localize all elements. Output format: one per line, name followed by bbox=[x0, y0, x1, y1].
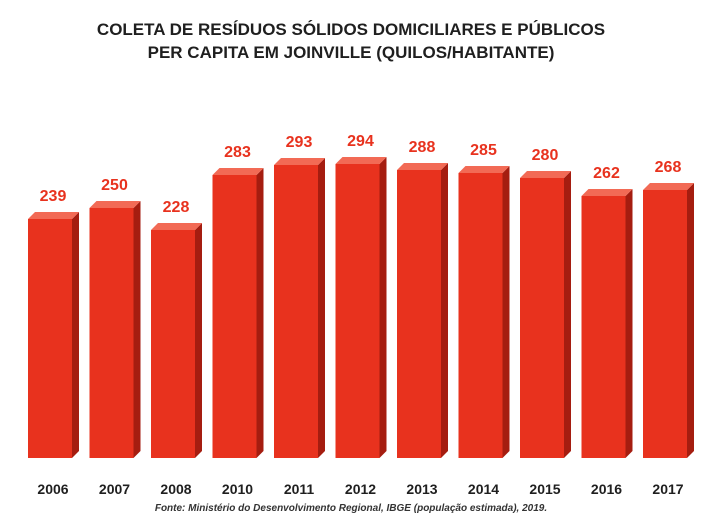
bar-side bbox=[687, 183, 694, 458]
bar-side bbox=[502, 166, 510, 458]
bar bbox=[458, 173, 503, 458]
bar-top bbox=[335, 157, 387, 164]
bar-side bbox=[318, 158, 325, 458]
value-label: 280 bbox=[532, 147, 559, 164]
bar-top bbox=[397, 163, 448, 170]
bar-side bbox=[625, 189, 633, 458]
category-label: 2007 bbox=[99, 481, 130, 497]
value-label: 283 bbox=[224, 144, 251, 161]
value-label: 262 bbox=[593, 165, 620, 182]
category-label: 2013 bbox=[406, 481, 437, 497]
value-label: 293 bbox=[286, 134, 313, 151]
bar bbox=[581, 196, 626, 458]
bar bbox=[397, 170, 441, 458]
bar-side bbox=[72, 212, 79, 458]
bar-top bbox=[520, 171, 571, 178]
category-label: 2015 bbox=[529, 481, 560, 497]
bar-side bbox=[379, 157, 387, 458]
category-label: 2011 bbox=[284, 481, 315, 497]
bar-top bbox=[28, 212, 79, 219]
bar-top bbox=[274, 158, 325, 165]
chart-title-line1: COLETA DE RESÍDUOS SÓLIDOS DOMICILIARES … bbox=[96, 20, 606, 39]
value-label: 285 bbox=[470, 142, 497, 159]
value-label: 268 bbox=[655, 159, 682, 176]
bar bbox=[520, 178, 564, 458]
source-note: Fonte: Ministério do Desenvolvimento Reg… bbox=[154, 503, 548, 514]
category-label: 2006 bbox=[37, 481, 68, 497]
bar bbox=[274, 165, 318, 458]
bar bbox=[28, 219, 72, 458]
category-label: 2014 bbox=[468, 481, 499, 497]
bar-top bbox=[212, 168, 264, 175]
value-label: 294 bbox=[347, 133, 374, 150]
category-label: 2016 bbox=[591, 481, 622, 497]
bar-side bbox=[256, 168, 264, 458]
bar bbox=[643, 190, 687, 458]
bar-side bbox=[441, 163, 448, 458]
bar-top bbox=[458, 166, 510, 173]
chart-subtitle: PER CAPITA EM JOINVILLE (QUILOS/HABITANT… bbox=[147, 43, 555, 62]
category-label: 2012 bbox=[345, 481, 376, 497]
chart-title: COLETA DE RESÍDUOS SÓLIDOS DOMICILIARES … bbox=[0, 18, 702, 64]
bar bbox=[212, 175, 257, 458]
category-label: 2017 bbox=[652, 481, 683, 497]
value-label: 288 bbox=[409, 139, 436, 156]
bar-side bbox=[133, 201, 141, 458]
bar-top bbox=[151, 223, 202, 230]
value-label: 228 bbox=[163, 199, 190, 216]
category-label: 2008 bbox=[160, 481, 191, 497]
category-label: 2010 bbox=[222, 481, 253, 497]
value-label: 239 bbox=[40, 188, 67, 205]
bar-side bbox=[195, 223, 202, 458]
bar-top bbox=[643, 183, 694, 190]
bar-top bbox=[89, 201, 141, 208]
bar bbox=[89, 208, 134, 458]
value-label: 250 bbox=[101, 177, 128, 194]
bar-side bbox=[564, 171, 571, 458]
bar bbox=[151, 230, 195, 458]
bar bbox=[335, 164, 380, 458]
bar-top bbox=[581, 189, 633, 196]
